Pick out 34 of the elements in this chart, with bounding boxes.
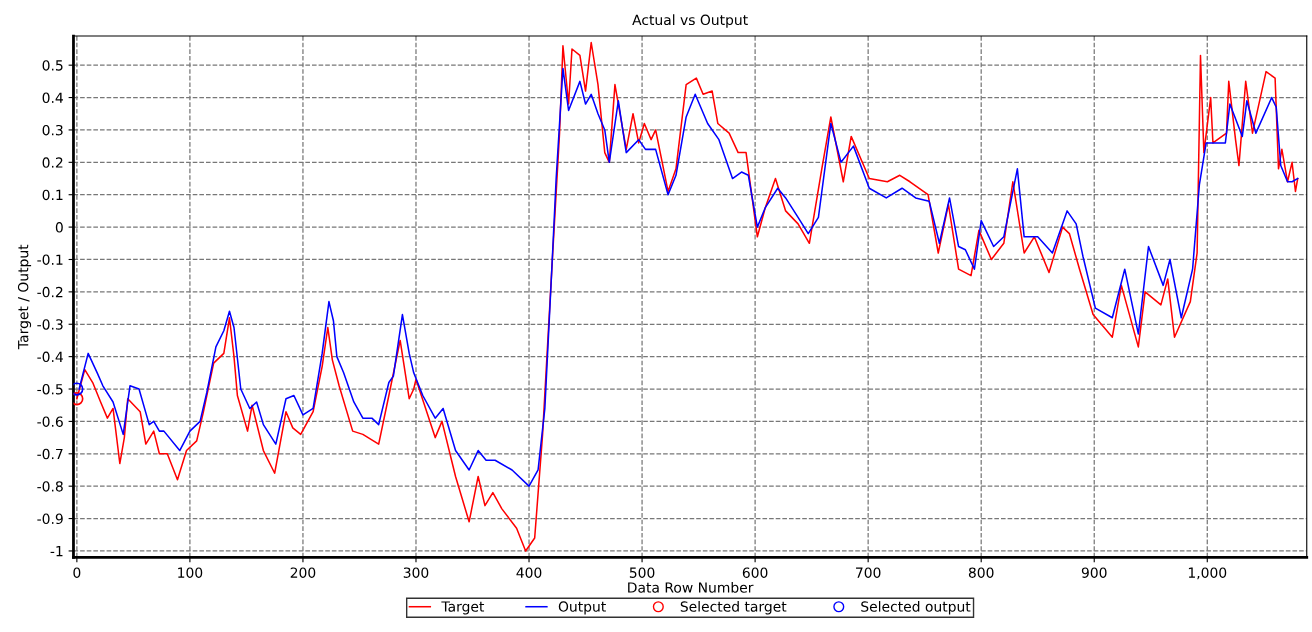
y-tick-label: 0.2 xyxy=(42,157,63,168)
x-axis-title: Data Row Number xyxy=(628,581,754,593)
x-tick-label: 900 xyxy=(1081,567,1107,578)
legend-label: Output xyxy=(558,601,606,615)
y-tick-label: -0.5 xyxy=(37,383,63,395)
x-tick-label: 800 xyxy=(968,567,994,578)
x-tick-label: 200 xyxy=(290,567,316,578)
y-tick-label: 0 xyxy=(55,222,63,233)
x-tick-label: 500 xyxy=(629,567,655,578)
x-tick-label: 400 xyxy=(516,567,542,578)
x-tick-label: 100 xyxy=(178,567,203,578)
y-tick-label: -0.8 xyxy=(37,481,63,492)
chart-title: Actual vs Output xyxy=(632,14,748,28)
y-tick-label: -0.1 xyxy=(37,254,63,265)
legend-label: Target xyxy=(441,601,485,615)
x-tick-label: 1,000 xyxy=(1188,567,1227,580)
y-tick-label: -0.4 xyxy=(37,351,63,363)
y-tick-label: -0.3 xyxy=(37,319,63,330)
y-tick-label: -0.7 xyxy=(37,448,63,460)
y-tick-label: -1 xyxy=(50,546,63,557)
y-tick-label: 0.1 xyxy=(42,189,63,201)
legend-label: Selected target xyxy=(680,601,787,615)
y-tick-label: 0.5 xyxy=(42,60,63,71)
y-axis-title: Target / Output xyxy=(17,244,32,350)
legend-label: Selected output xyxy=(861,601,971,615)
y-tick-label: -0.2 xyxy=(37,286,63,298)
x-tick-label: 700 xyxy=(856,567,881,578)
y-tick-label: -0.9 xyxy=(37,513,63,525)
x-tick-label: 600 xyxy=(742,567,768,578)
x-tick-label: 300 xyxy=(403,567,429,578)
y-tick-label: 0.4 xyxy=(42,92,63,104)
x-tick-label: 0 xyxy=(73,567,81,578)
y-tick-label: -0.6 xyxy=(37,416,63,427)
y-tick-label: 0.3 xyxy=(42,124,63,136)
